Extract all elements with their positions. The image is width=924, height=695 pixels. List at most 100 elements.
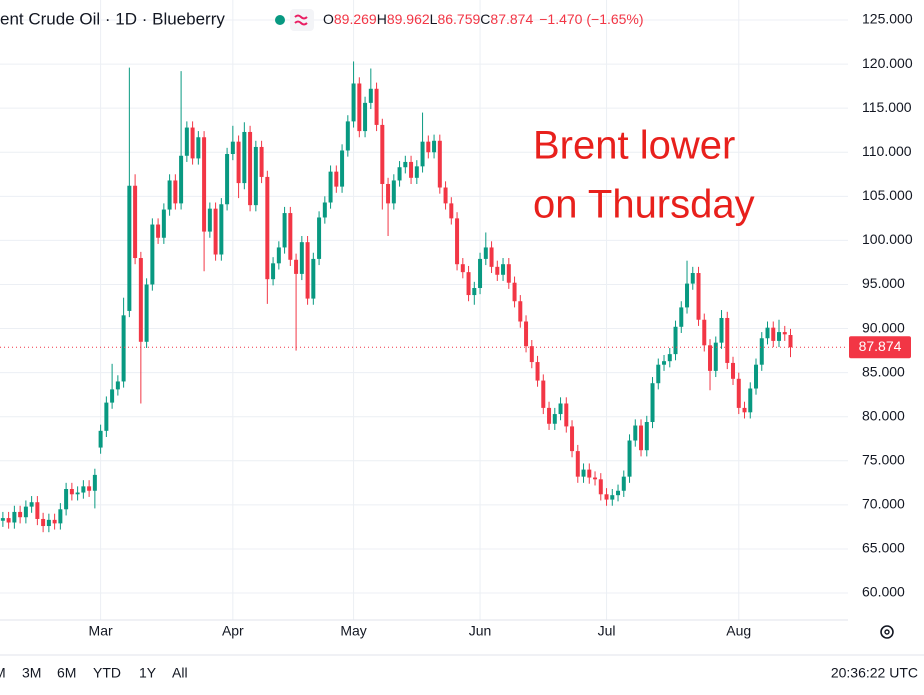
candle-body xyxy=(506,264,511,283)
candle-body xyxy=(455,218,460,265)
candle-body xyxy=(748,388,753,413)
candle-body xyxy=(518,301,523,322)
candle-body xyxy=(12,511,17,523)
candle-body xyxy=(552,414,557,424)
candle-body xyxy=(570,426,575,452)
candle-body xyxy=(190,127,195,159)
candle-body xyxy=(391,180,396,204)
candle-body xyxy=(345,121,350,151)
candle-body xyxy=(253,146,258,206)
candle-body xyxy=(650,383,655,423)
y-tick-label: 85.000 xyxy=(862,363,905,379)
candle-body xyxy=(87,486,92,491)
candle-body xyxy=(616,490,621,496)
y-tick-label: 65.000 xyxy=(862,540,905,556)
candle-body xyxy=(633,425,638,441)
candle-body xyxy=(679,307,684,327)
candle-body xyxy=(587,469,592,478)
candle-body xyxy=(472,288,477,296)
candle-body xyxy=(127,185,132,311)
candle-body xyxy=(386,183,391,204)
range-button[interactable]: M xyxy=(0,665,6,681)
range-button[interactable]: YTD xyxy=(93,665,121,681)
candle-body xyxy=(35,502,40,519)
ohlc-value: 89.269 xyxy=(334,11,377,27)
candle-body xyxy=(443,187,448,204)
candle-body xyxy=(466,272,471,296)
candle-body xyxy=(340,150,345,187)
range-button[interactable]: All xyxy=(172,665,188,681)
candle-body xyxy=(512,282,517,302)
candle-body xyxy=(363,102,368,132)
candle-body xyxy=(6,518,11,523)
candle-body xyxy=(489,247,494,267)
candle-body xyxy=(317,217,322,259)
candle-body xyxy=(322,202,327,218)
candle-body xyxy=(64,489,69,510)
candle-body xyxy=(627,440,632,477)
candle-body xyxy=(69,489,74,495)
candle-body xyxy=(271,263,276,280)
x-tick-label: May xyxy=(340,623,366,639)
candle-body xyxy=(575,451,580,477)
candle-body xyxy=(351,83,356,122)
candle-body xyxy=(449,203,454,219)
candle-body xyxy=(725,317,730,363)
candle-body xyxy=(478,258,483,289)
candle-body xyxy=(535,362,540,381)
candle-body xyxy=(656,364,661,384)
y-tick-label: 110.000 xyxy=(862,143,912,159)
candle-body xyxy=(524,321,529,347)
range-button[interactable]: 3M xyxy=(22,665,41,681)
y-tick-label: 70.000 xyxy=(862,496,905,512)
candle-body xyxy=(150,224,155,285)
candle-body xyxy=(483,247,488,259)
candle-body xyxy=(771,327,776,341)
candle-body xyxy=(501,264,506,275)
candle-body xyxy=(667,354,672,362)
ohlc-key: L xyxy=(430,11,438,27)
candle-body xyxy=(236,141,241,184)
settings-icon[interactable] xyxy=(880,625,894,639)
y-tick-label: 80.000 xyxy=(862,407,905,423)
candle-body xyxy=(311,258,316,299)
candle-body xyxy=(719,317,724,343)
range-button[interactable]: 6M xyxy=(57,665,76,681)
candle-body xyxy=(133,185,138,259)
candle-body xyxy=(662,361,667,365)
candle-body xyxy=(92,474,97,491)
candle-body xyxy=(110,389,115,403)
candle-body xyxy=(52,519,57,524)
indicator-icon[interactable] xyxy=(294,14,308,26)
gear-outer[interactable] xyxy=(880,625,894,639)
ohlc-value: 89.962 xyxy=(387,11,430,27)
candle-body xyxy=(765,327,770,339)
candle-body xyxy=(639,425,644,451)
candle-body xyxy=(604,494,609,500)
candle-body xyxy=(23,506,28,518)
candle-body xyxy=(460,264,465,273)
candle-body xyxy=(432,140,437,153)
candle-body xyxy=(788,335,793,348)
candle-body xyxy=(403,161,408,168)
candle-body xyxy=(18,511,23,518)
candle-body xyxy=(529,346,534,363)
candle-body xyxy=(426,141,431,153)
y-tick-label: 60.000 xyxy=(862,584,905,600)
ohlc-value: 87.874 xyxy=(490,11,533,27)
candle-body xyxy=(644,422,649,451)
indicator-icon-box[interactable] xyxy=(290,9,314,31)
gear-inner[interactable] xyxy=(884,629,890,635)
candle-body xyxy=(179,155,184,204)
ohlc-value: 86.759 xyxy=(437,11,480,27)
candle-body xyxy=(564,403,569,427)
candle-body xyxy=(259,146,264,177)
candle-body xyxy=(374,88,379,125)
candle-body xyxy=(288,213,293,260)
candle-body xyxy=(225,154,230,205)
candle-body xyxy=(777,332,782,341)
candle-body xyxy=(547,407,552,424)
range-button[interactable]: 1Y xyxy=(139,665,157,681)
candle-body xyxy=(248,131,253,206)
candle-body xyxy=(696,273,701,320)
